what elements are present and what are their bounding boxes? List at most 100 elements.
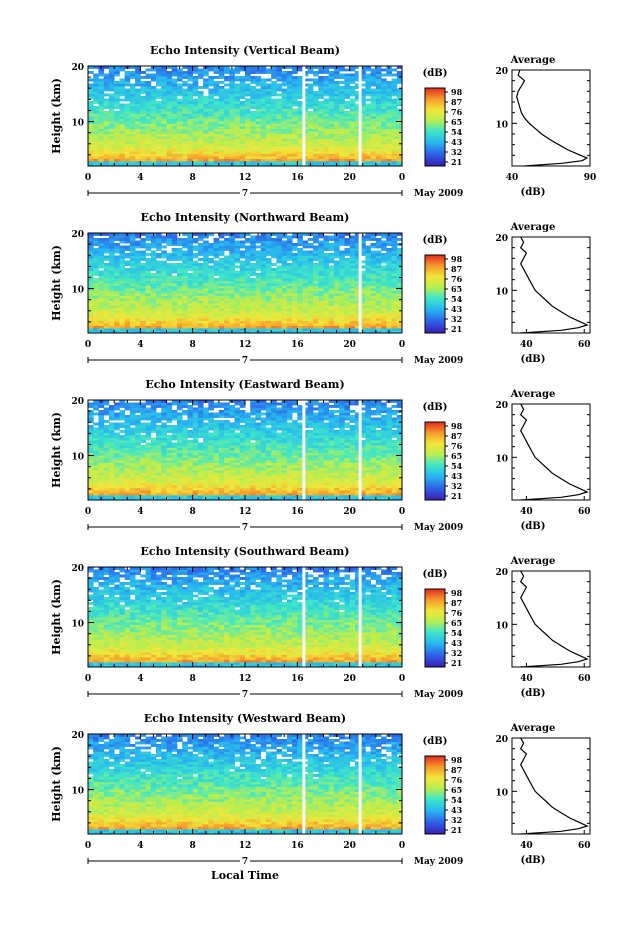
heatmap-cell — [239, 323, 246, 326]
heatmap-cell — [213, 315, 220, 319]
heatmap-cell — [150, 295, 157, 299]
heatmap-cell — [98, 83, 105, 87]
heatmap-cell — [145, 290, 152, 294]
heatmap-cell — [396, 492, 403, 496]
heatmap-cell — [197, 151, 204, 154]
heatmap-cell — [307, 121, 314, 124]
heatmap-cell — [333, 143, 340, 147]
heatmap-cell — [354, 258, 361, 261]
heatmap-cell — [281, 248, 288, 251]
heatmap-cell — [166, 315, 173, 319]
heatmap-cell — [140, 245, 146, 249]
heatmap-cell — [250, 258, 256, 261]
heatmap-cell — [260, 258, 267, 261]
heatmap-cell — [208, 151, 214, 154]
heatmap-cell — [135, 258, 141, 261]
heatmap-cell — [98, 243, 105, 246]
heatmap-cell — [286, 308, 293, 311]
heatmap-cell — [213, 497, 220, 501]
heatmap-cell — [208, 273, 214, 276]
heatmap-cell — [286, 148, 293, 152]
heatmap-cell — [391, 260, 398, 264]
heatmap-cell — [281, 243, 288, 246]
heatmap-cell — [255, 161, 262, 164]
heatmap-cell — [218, 153, 225, 157]
heatmap-cell — [265, 103, 272, 107]
heatmap-cell — [323, 245, 330, 249]
heatmap-cell — [140, 81, 146, 84]
heatmap-cell — [98, 238, 105, 241]
heatmap-cell — [103, 295, 110, 299]
heatmap-cell — [145, 76, 152, 79]
heatmap-cell — [370, 298, 377, 301]
heatmap-cell — [255, 136, 262, 139]
heatmap-cell — [323, 83, 330, 87]
heatmap-cell — [391, 325, 398, 329]
heatmap-cell — [396, 495, 403, 498]
heatmap-cell — [344, 163, 351, 167]
heatmap-cell — [354, 111, 361, 114]
heatmap-cell — [208, 318, 214, 321]
heatmap-cell — [213, 106, 220, 109]
heatmap-cell — [354, 263, 361, 266]
heatmap-cell — [250, 96, 256, 99]
heatmap-cell — [265, 78, 272, 82]
heatmap-cell — [145, 238, 152, 241]
heatmap-cell — [281, 151, 288, 154]
heatmap-cell — [93, 156, 99, 159]
heatmap-cell — [370, 98, 377, 102]
heatmap-cell — [375, 495, 382, 498]
heatmap-cell — [271, 98, 277, 102]
heatmap-cell — [203, 250, 209, 254]
heatmap-cell — [156, 275, 162, 279]
heatmap-cell — [333, 253, 340, 256]
heatmap-cell — [156, 113, 162, 117]
heatmap-cell — [119, 88, 126, 92]
heatmap-cell — [307, 320, 314, 324]
heatmap-cell — [245, 270, 251, 274]
heatmap-cell — [323, 126, 330, 129]
heatmap-cell — [260, 315, 267, 319]
heatmap-cell — [297, 497, 303, 501]
heatmap-cell — [114, 330, 120, 334]
heatmap-cell — [386, 148, 392, 152]
heatmap-cell — [119, 303, 126, 306]
heatmap-cell — [318, 103, 324, 107]
heatmap-cell — [208, 103, 214, 107]
heatmap-cell — [281, 303, 288, 306]
heatmap-cell — [323, 116, 330, 119]
heatmap-cell — [156, 305, 162, 309]
heatmap-cell — [391, 308, 398, 311]
heatmap-cell — [245, 71, 251, 74]
heatmap-cell — [250, 101, 256, 104]
heatmap-cell — [365, 143, 371, 147]
heatmap-cell — [313, 283, 319, 286]
heatmap-cell — [260, 141, 267, 144]
heatmap-cell — [333, 245, 340, 249]
heatmap-cell — [313, 250, 319, 254]
heatmap-cell — [145, 248, 152, 251]
heatmap-cell — [150, 293, 157, 296]
heatmap-cell — [302, 245, 309, 249]
heatmap-cell — [339, 305, 345, 309]
heatmap-cell — [171, 293, 178, 296]
heatmap-cell — [255, 288, 262, 291]
heatmap-cell — [260, 240, 267, 244]
heatmap-cell — [276, 283, 283, 286]
heatmap-cell — [213, 250, 220, 254]
heatmap-cell — [245, 283, 251, 286]
heatmap-cell — [297, 153, 303, 157]
heatmap-cell — [124, 161, 131, 164]
heatmap-cell — [318, 131, 324, 134]
heatmap-cell — [255, 121, 262, 124]
heatmap-cell — [218, 71, 225, 74]
heatmap-cell — [333, 73, 340, 77]
heatmap-cell — [208, 233, 214, 236]
heatmap-cell — [103, 280, 110, 284]
heatmap-cell — [349, 76, 356, 79]
heatmap-cell — [176, 91, 183, 94]
heatmap-cell — [114, 243, 120, 246]
heatmap-cell — [307, 308, 314, 311]
heatmap-cell — [365, 66, 371, 69]
heatmap-cell — [349, 153, 356, 157]
